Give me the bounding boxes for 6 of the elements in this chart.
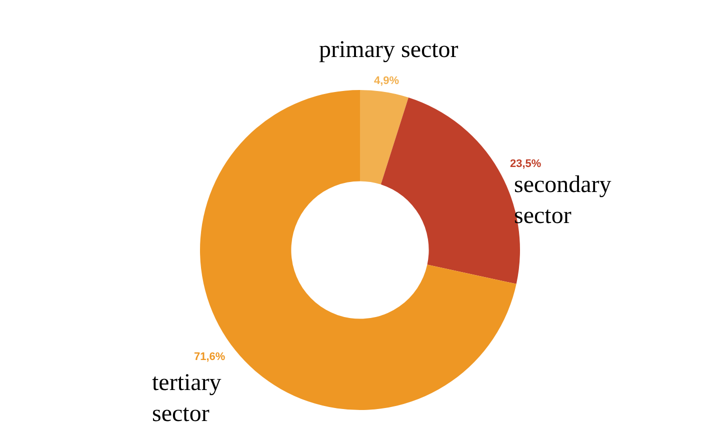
data-label: 23,5%: [510, 158, 542, 170]
donut-slice: [360, 90, 408, 184]
data-label: 71,6%: [194, 351, 226, 363]
data-label: 4,9%: [374, 75, 400, 87]
slice-label: tertiary sector: [152, 370, 222, 428]
slice-label: primary sector: [319, 37, 458, 63]
